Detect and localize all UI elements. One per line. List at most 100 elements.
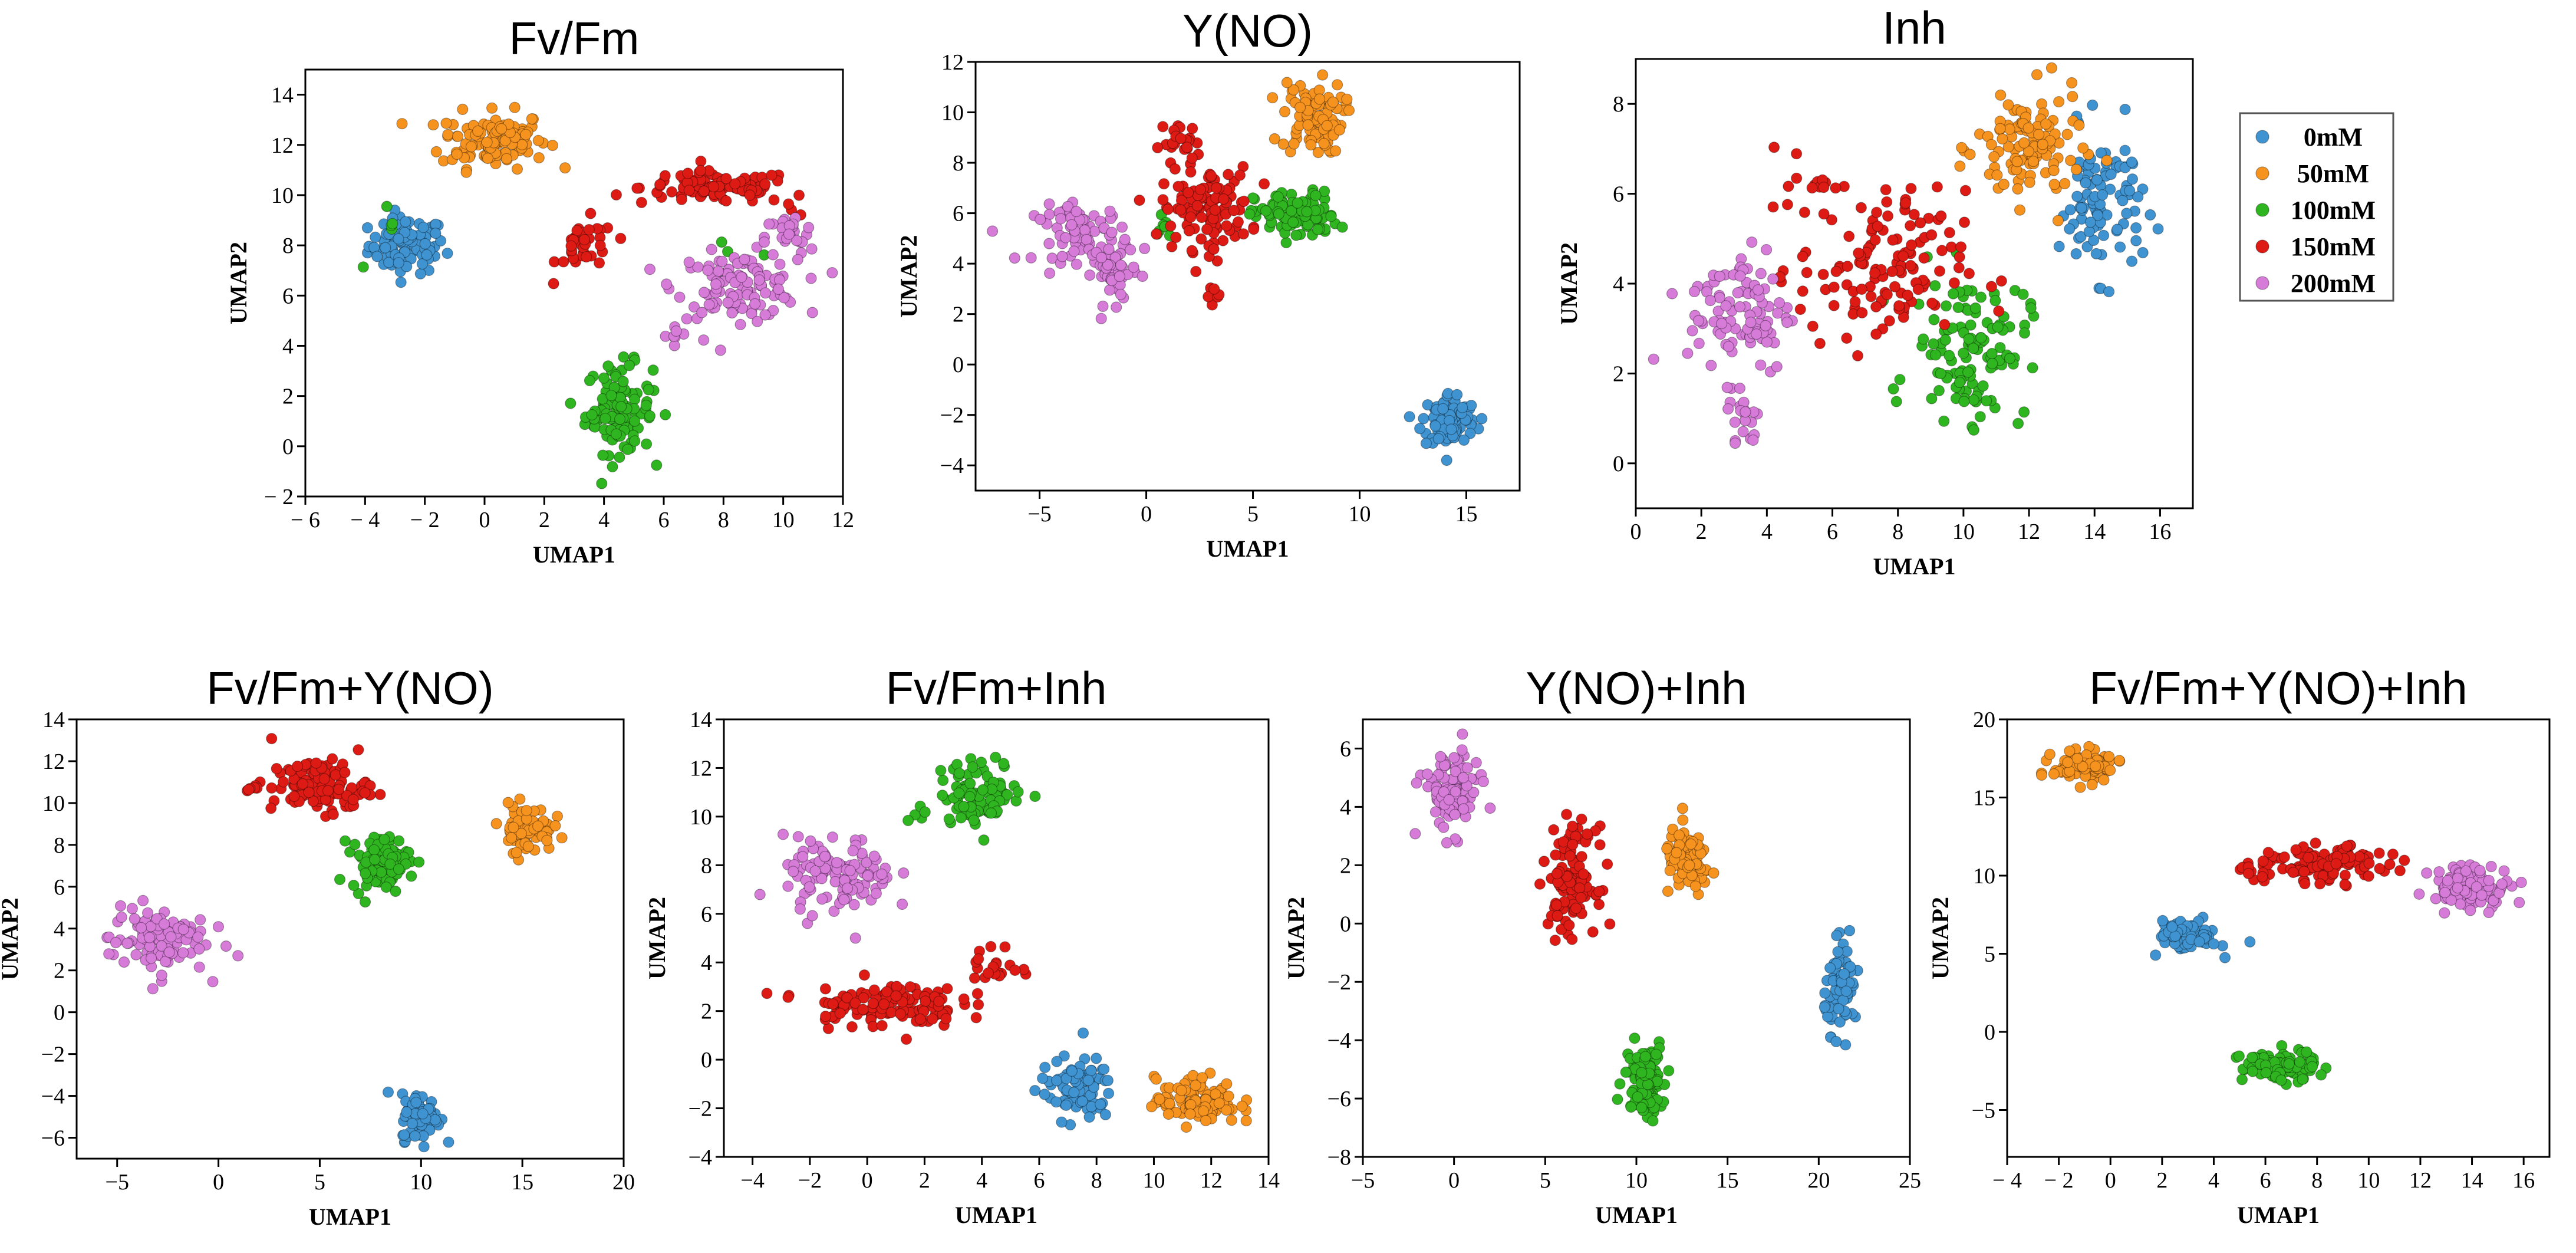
point-150mM bbox=[878, 998, 890, 1010]
point-200mM bbox=[1119, 234, 1131, 245]
point-0mM bbox=[1051, 1055, 1063, 1067]
panel-2: −5 0 5 10 15 −4 −2 0 2 4 6 8 10 12 Y(NO) UMAP1 UMAP2 bbox=[895, 5, 1521, 562]
panel-5: −4 −2 0 2 4 6 8 10 12 14 −4 −2 0 2 4 6 8 10 12 14 Fv/Fm+Inh U… bbox=[644, 662, 1280, 1228]
x-tick-label: 14 bbox=[1257, 1168, 1280, 1193]
point-150mM bbox=[933, 995, 945, 1007]
x-tick-label: 10 bbox=[410, 1170, 432, 1195]
point-50mM bbox=[2045, 62, 2057, 74]
point-100mM bbox=[1325, 211, 1337, 222]
point-150mM bbox=[1817, 268, 1829, 280]
x-tick-label: 10 bbox=[772, 508, 795, 532]
point-0mM bbox=[1060, 1073, 1072, 1084]
legend-label: 50mM bbox=[2297, 159, 2369, 188]
point-100mM bbox=[1930, 349, 1942, 361]
point-150mM bbox=[2302, 851, 2314, 864]
point-200mM bbox=[1116, 221, 1128, 233]
point-150mM bbox=[729, 178, 741, 190]
point-100mM bbox=[716, 236, 727, 248]
point-150mM bbox=[1841, 279, 1853, 291]
point-150mM bbox=[900, 1033, 913, 1045]
point-0mM bbox=[443, 1136, 454, 1148]
point-200mM bbox=[712, 265, 724, 277]
point-100mM bbox=[618, 351, 630, 363]
point-150mM bbox=[1191, 200, 1203, 212]
point-150mM bbox=[1870, 328, 1882, 340]
point-100mM bbox=[353, 887, 364, 900]
point-150mM bbox=[1563, 919, 1575, 931]
point-50mM bbox=[2062, 757, 2074, 768]
point-0mM bbox=[2091, 174, 2103, 186]
point-200mM bbox=[670, 325, 682, 337]
point-50mM bbox=[1333, 124, 1345, 136]
point-0mM bbox=[1476, 413, 1488, 425]
point-150mM bbox=[1195, 233, 1207, 245]
point-50mM bbox=[510, 847, 522, 859]
legend-label: 200mM bbox=[2291, 269, 2376, 298]
point-200mM bbox=[1043, 238, 1055, 249]
point-100mM bbox=[602, 360, 614, 372]
x-axis-label: UMAP1 bbox=[955, 1202, 1037, 1228]
point-150mM bbox=[1208, 283, 1220, 295]
point-150mM bbox=[1587, 926, 1599, 938]
point-100mM bbox=[1965, 319, 1977, 331]
point-200mM bbox=[831, 857, 843, 869]
point-150mM bbox=[558, 256, 569, 268]
point-100mM bbox=[1977, 380, 1989, 392]
x-tick-label: 15 bbox=[1455, 502, 1478, 527]
point-100mM bbox=[348, 879, 360, 892]
point-0mM bbox=[1838, 968, 1850, 980]
point-50mM bbox=[465, 141, 477, 153]
x-tick-label: 25 bbox=[1899, 1168, 1921, 1193]
point-0mM bbox=[1840, 985, 1852, 997]
point-200mM bbox=[1729, 416, 1741, 428]
x-axis-label: UMAP1 bbox=[309, 1203, 391, 1230]
y-tick-label: 0 bbox=[953, 353, 964, 377]
point-200mM bbox=[177, 923, 189, 935]
point-100mM bbox=[975, 757, 987, 768]
point-150mM bbox=[676, 193, 687, 205]
point-150mM bbox=[783, 198, 795, 210]
point-50mM bbox=[1164, 1097, 1175, 1110]
point-200mM bbox=[1443, 794, 1455, 806]
point-150mM bbox=[1165, 220, 1177, 232]
point-50mM bbox=[2024, 176, 2035, 188]
x-tick-label: 14 bbox=[2083, 519, 2106, 544]
point-50mM bbox=[1664, 864, 1676, 877]
point-100mM bbox=[596, 478, 608, 489]
point-0mM bbox=[1036, 1073, 1049, 1084]
panel-7: − 4 − 2 0 2 4 6 8 10 12 14 16 −5 0 5 10 15 20 Fv/Fm+Y(NO)… bbox=[1927, 662, 2551, 1228]
y-tick-label: 10 bbox=[1973, 864, 1995, 889]
point-150mM bbox=[1211, 255, 1223, 267]
point-100mM bbox=[1947, 288, 1959, 300]
y-tick-label: 4 bbox=[701, 951, 712, 975]
point-150mM bbox=[1905, 183, 1917, 195]
point-0mM bbox=[1068, 1087, 1080, 1099]
x-axis-label: UMAP1 bbox=[1207, 535, 1289, 562]
point-200mM bbox=[828, 905, 840, 917]
plot-frame bbox=[75, 718, 625, 1160]
point-50mM bbox=[2086, 779, 2098, 791]
point-0mM bbox=[1819, 987, 1831, 999]
point-0mM bbox=[2152, 223, 2164, 235]
panel-4: −5 0 5 10 15 20 −6 −4 −2 0 2 4 6 8 10 12 14 Fv/Fm+Y(NO) UM… bbox=[0, 662, 635, 1230]
point-200mM bbox=[1128, 261, 1139, 273]
point-0mM bbox=[1029, 1084, 1041, 1097]
point-150mM bbox=[303, 787, 315, 798]
point-150mM bbox=[707, 181, 720, 193]
point-150mM bbox=[610, 189, 622, 200]
point-50mM bbox=[2002, 99, 2014, 111]
point-0mM bbox=[1060, 1099, 1072, 1111]
x-tick-label: −2 bbox=[798, 1168, 822, 1193]
point-200mM bbox=[1458, 803, 1470, 815]
point-50mM bbox=[1964, 149, 1976, 160]
point-100mM bbox=[1629, 1032, 1641, 1044]
point-200mM bbox=[1079, 224, 1091, 236]
x-tick-label: 0 bbox=[479, 508, 490, 532]
point-200mM bbox=[787, 866, 799, 877]
point-100mM bbox=[1954, 376, 1965, 389]
point-150mM bbox=[1534, 878, 1546, 890]
point-100mM bbox=[1663, 1065, 1675, 1077]
point-100mM bbox=[605, 390, 617, 402]
point-50mM bbox=[1226, 1114, 1237, 1126]
